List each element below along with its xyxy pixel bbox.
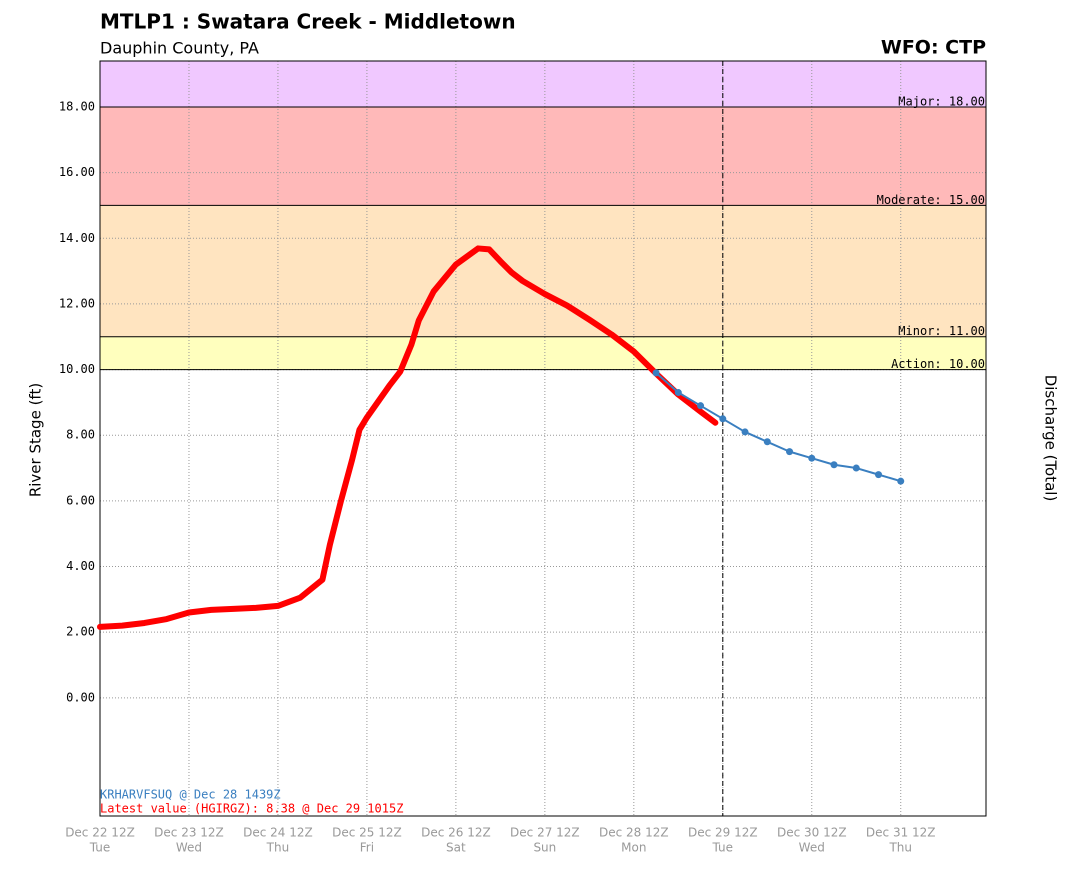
- series-point: [874, 471, 882, 479]
- x-tick-label: Dec 28 12Z: [599, 826, 669, 840]
- threshold-band: [100, 106, 986, 206]
- threshold-label: Minor: 11.00: [898, 324, 985, 338]
- y-tick-label: 18.00: [59, 99, 95, 113]
- x-tick-label: Dec 29 12Z: [688, 826, 758, 840]
- x-tick-label: Dec 31 12Z: [866, 826, 936, 840]
- chart-title: MTLP1 : Swatara Creek - Middletown: [100, 10, 516, 34]
- chart-subtitle: Dauphin County, PA: [100, 39, 259, 58]
- series-point: [741, 428, 749, 436]
- series-point: [763, 438, 771, 446]
- x-tick-label: Dec 24 12Z: [243, 826, 313, 840]
- x-tick-label: Dec 22 12Z: [65, 826, 135, 840]
- series-line: [97, 245, 719, 630]
- series-point: [697, 402, 705, 410]
- series-point: [674, 389, 682, 397]
- threshold-band: [100, 205, 986, 337]
- x-tick-label: Dec 30 12Z: [777, 826, 847, 840]
- y-tick-label: 2.00: [66, 625, 95, 639]
- annotation: KRHARVFSUQ @ Dec 28 1439Z: [100, 788, 281, 802]
- threshold-band: [100, 336, 986, 370]
- x-tick-day: Sun: [533, 841, 556, 855]
- y2-axis-label: Discharge (Total): [1042, 375, 1060, 502]
- series-point: [830, 461, 838, 469]
- x-tick-day: Sat: [446, 841, 466, 855]
- x-tick-day: Tue: [89, 841, 111, 855]
- series-point: [719, 415, 727, 423]
- series-point: [786, 448, 794, 456]
- plot-frame: [99, 60, 987, 817]
- y-tick-label: 10.00: [59, 362, 95, 376]
- office-label: WFO: CTP: [881, 37, 986, 59]
- threshold-label: Action: 10.00: [891, 357, 985, 371]
- y-tick-label: 14.00: [59, 231, 95, 245]
- x-tick-day: Mon: [621, 841, 646, 855]
- series-point: [808, 454, 816, 462]
- x-tick-label: Dec 25 12Z: [332, 826, 402, 840]
- x-tick-day: Wed: [176, 841, 202, 855]
- y-tick-label: 6.00: [66, 493, 95, 507]
- series-line: [655, 371, 902, 483]
- x-tick-label: Dec 27 12Z: [510, 826, 580, 840]
- x-tick-day: Tue: [712, 841, 734, 855]
- y-tick-label: 0.00: [66, 690, 95, 704]
- x-tick-day: Thu: [266, 841, 290, 855]
- series-point: [897, 477, 905, 485]
- x-tick-label: Dec 26 12Z: [421, 826, 491, 840]
- series-point: [852, 464, 860, 472]
- x-tick-label: Dec 23 12Z: [154, 826, 224, 840]
- y-tick-label: 16.00: [59, 165, 95, 179]
- threshold-label: Major: 18.00: [898, 94, 985, 108]
- y-tick-label: 8.00: [66, 428, 95, 442]
- x-tick-day: Wed: [799, 841, 825, 855]
- threshold-label: Moderate: 15.00: [877, 193, 985, 207]
- y-tick-label: 4.00: [66, 559, 95, 573]
- threshold-band: [100, 61, 986, 107]
- x-tick-day: Fri: [360, 841, 374, 855]
- x-tick-day: Thu: [888, 841, 912, 855]
- annotation: Latest value (HGIRGZ): 8.38 @ Dec 29 101…: [100, 802, 403, 816]
- series-point: [652, 369, 660, 377]
- y-tick-label: 12.00: [59, 296, 95, 310]
- y-axis-label: River Stage (ft): [27, 383, 45, 497]
